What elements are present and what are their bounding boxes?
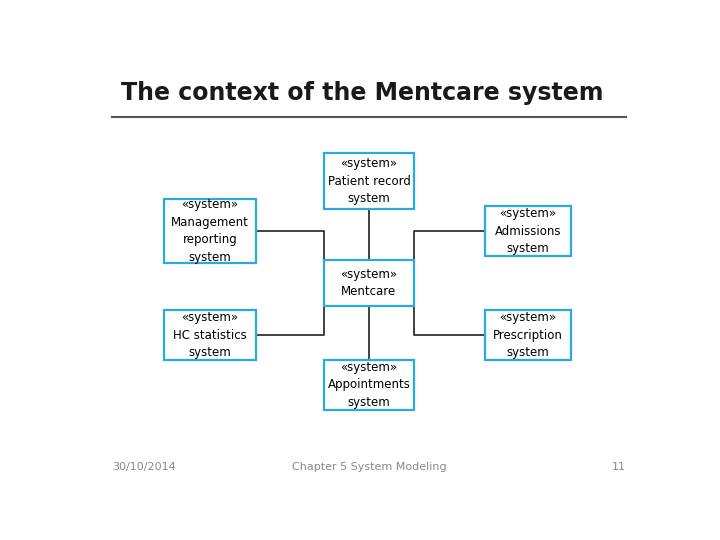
Text: «system»
Management
reporting
system: «system» Management reporting system: [171, 198, 249, 264]
FancyBboxPatch shape: [485, 206, 571, 256]
FancyBboxPatch shape: [324, 260, 413, 306]
Text: «system»
Appointments
system: «system» Appointments system: [328, 361, 410, 409]
FancyBboxPatch shape: [324, 153, 413, 210]
Text: 11: 11: [612, 462, 626, 472]
FancyBboxPatch shape: [485, 310, 571, 360]
Text: «system»
Prescription
system: «system» Prescription system: [493, 311, 563, 359]
Text: The context of the Mentcare system: The context of the Mentcare system: [121, 82, 603, 105]
Text: «system»
Admissions
system: «system» Admissions system: [495, 207, 562, 255]
Text: 30/10/2014: 30/10/2014: [112, 462, 176, 472]
Text: «system»
HC statistics
system: «system» HC statistics system: [173, 311, 247, 359]
Text: Chapter 5 System Modeling: Chapter 5 System Modeling: [292, 462, 446, 472]
FancyBboxPatch shape: [164, 199, 256, 264]
Text: «system»
Mentcare: «system» Mentcare: [341, 268, 397, 298]
FancyBboxPatch shape: [164, 310, 256, 360]
Text: «system»
Patient record
system: «system» Patient record system: [328, 157, 410, 205]
FancyBboxPatch shape: [324, 360, 413, 410]
